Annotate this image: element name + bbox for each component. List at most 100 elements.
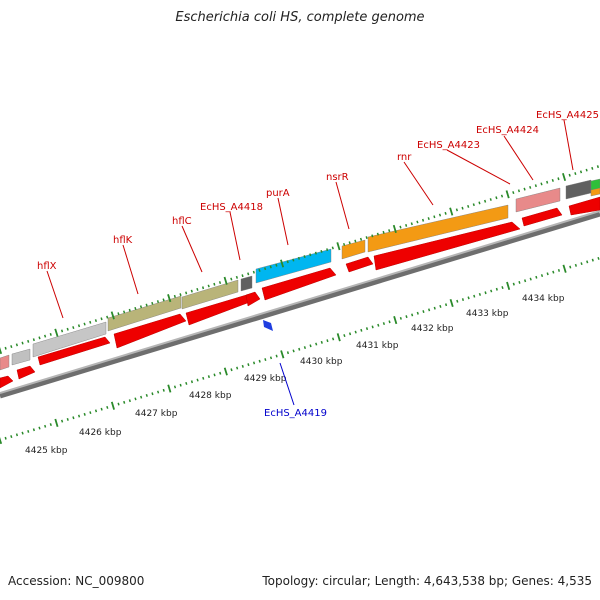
- gene-label-echs-a4425: EcHS_A4425: [536, 110, 599, 121]
- gene-label-echs-a4423: EcHS_A4423: [417, 140, 480, 151]
- map-title: Escherichia coli HS, complete genome: [175, 10, 425, 25]
- cds-arrow: [568, 196, 600, 216]
- tick-mark: [264, 358, 267, 362]
- tick-mark: [354, 330, 357, 334]
- tick-mark: [117, 402, 120, 406]
- tick-mark: [32, 338, 35, 342]
- tick-mark: [156, 300, 160, 304]
- gene-block: [11, 348, 31, 366]
- tick-mark: [54, 328, 59, 337]
- leader-line: [563, 119, 574, 171]
- tick-mark: [252, 270, 255, 274]
- tick-mark: [591, 258, 594, 262]
- tick-mark: [552, 270, 555, 274]
- tick-mark: [505, 190, 510, 199]
- tick-mark: [336, 333, 341, 342]
- tick-mark: [15, 433, 19, 437]
- tick-mark: [472, 203, 475, 207]
- tick-mark: [122, 310, 126, 314]
- tick-mark: [456, 299, 459, 303]
- tick-mark: [223, 367, 228, 376]
- topology-text: Topology: circular; Length: 4,643,538 bp…: [262, 574, 592, 588]
- tick-mark: [439, 304, 442, 308]
- tick-mark: [128, 399, 131, 403]
- tick-mark: [562, 172, 567, 182]
- tick-mark: [411, 313, 414, 317]
- kbp-label: 4429 kbp: [244, 374, 287, 384]
- tick-mark: [484, 291, 487, 295]
- tick-mark: [190, 289, 193, 293]
- leader-line: [403, 161, 434, 206]
- tick-mark: [326, 339, 329, 343]
- reverse-feature-marker: [263, 320, 273, 331]
- tick-mark: [455, 208, 459, 212]
- tick-mark: [241, 274, 244, 278]
- tick-mark: [292, 258, 295, 262]
- tick-mark: [359, 237, 363, 241]
- tick-mark: [162, 298, 165, 302]
- tick-mark: [128, 308, 131, 312]
- tick-mark: [512, 282, 515, 286]
- tick-mark: [179, 293, 182, 297]
- tick-mark: [4, 436, 7, 440]
- leader-line: [229, 211, 241, 261]
- tick-mark: [60, 329, 64, 333]
- tick-mark: [151, 392, 154, 396]
- tick-mark: [134, 306, 137, 310]
- tick-mark: [449, 207, 454, 216]
- tick-mark: [145, 303, 148, 307]
- tick-mark: [167, 384, 172, 393]
- tick-mark: [534, 184, 537, 188]
- tick-mark: [574, 263, 578, 267]
- tick-mark: [297, 256, 301, 260]
- tick-mark: [213, 282, 216, 286]
- tick-mark: [298, 347, 301, 351]
- tick-mark: [241, 364, 244, 368]
- tick-mark: [77, 414, 81, 418]
- tick-mark: [336, 242, 341, 251]
- tick-mark: [236, 366, 239, 370]
- cds-arrow: [373, 221, 521, 271]
- kbp-label: 4427 kbp: [135, 409, 178, 419]
- tick-mark: [258, 359, 261, 363]
- tick-mark: [382, 322, 386, 326]
- tick-mark: [495, 196, 498, 200]
- tick-mark: [201, 286, 205, 290]
- tick-mark: [562, 264, 567, 273]
- tick-mark: [303, 346, 307, 350]
- tick-mark: [546, 272, 549, 276]
- cds-arrow: [16, 365, 36, 380]
- tick-mark: [405, 315, 408, 319]
- tick-mark: [314, 251, 318, 255]
- tick-mark: [461, 298, 465, 302]
- tick-mark: [190, 380, 194, 384]
- tick-mark: [185, 291, 188, 295]
- leader-line: [446, 149, 511, 185]
- tick-mark: [495, 287, 498, 291]
- tick-mark: [529, 185, 532, 189]
- kbp-label: 4425 kbp: [25, 446, 68, 456]
- tick-mark: [365, 236, 368, 240]
- kbp-scale: 4425 kbp 4426 kbp 4427 kbp 4428 kbp 4429…: [25, 294, 565, 456]
- tick-mark: [478, 201, 481, 205]
- tick-mark: [196, 378, 199, 382]
- tick-mark: [517, 189, 521, 193]
- tick-mark: [360, 328, 363, 332]
- tick-mark: [49, 423, 52, 427]
- tick-mark: [303, 255, 306, 259]
- tick-mark: [94, 409, 98, 413]
- tick-mark: [280, 259, 285, 268]
- kbp-label: 4432 kbp: [411, 324, 454, 334]
- accession-text: Accession: NC_009800: [8, 574, 145, 588]
- kbp-label: 4428 kbp: [189, 391, 232, 401]
- tick-mark: [275, 354, 278, 358]
- kbp-label: 4433 kbp: [466, 309, 509, 319]
- tick-mark: [422, 310, 425, 314]
- tick-mark: [280, 350, 285, 359]
- tick-mark: [179, 383, 182, 387]
- tick-mark: [27, 429, 30, 433]
- cds-arrow: [261, 267, 337, 301]
- gene-block: [181, 279, 239, 310]
- tick-mark: [405, 223, 408, 227]
- tick-mark: [32, 428, 36, 432]
